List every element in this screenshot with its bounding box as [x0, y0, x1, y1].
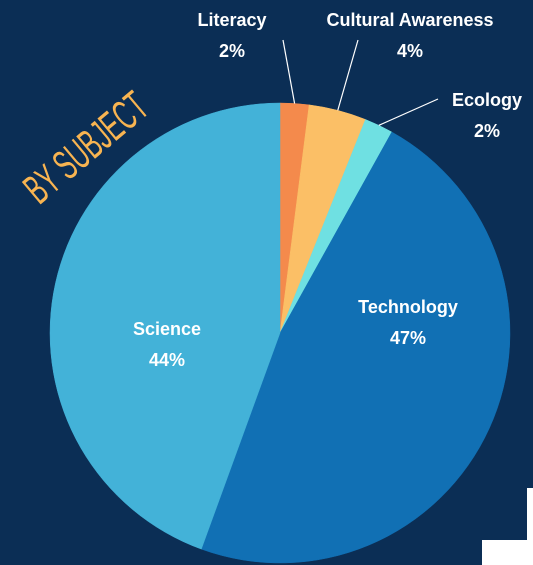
slice-value: 4%	[397, 41, 423, 61]
leader-line	[337, 39, 359, 111]
corner-panel	[482, 540, 533, 565]
leader-line	[378, 98, 439, 126]
slice-value: 44%	[149, 350, 185, 370]
pie-slice	[201, 131, 511, 564]
slice-value: 2%	[474, 121, 500, 141]
leader-line	[282, 39, 296, 104]
slice-label: Ecology	[452, 90, 522, 110]
slice-label: Literacy	[197, 10, 266, 30]
slice-value: 47%	[390, 328, 426, 348]
slice-label: Cultural Awareness	[326, 10, 493, 30]
slice-label: Technology	[358, 297, 458, 317]
slice-value: 2%	[219, 41, 245, 61]
corner-panel-edge	[527, 488, 533, 540]
slice-label: Science	[133, 319, 201, 339]
pie-slice	[49, 102, 281, 550]
